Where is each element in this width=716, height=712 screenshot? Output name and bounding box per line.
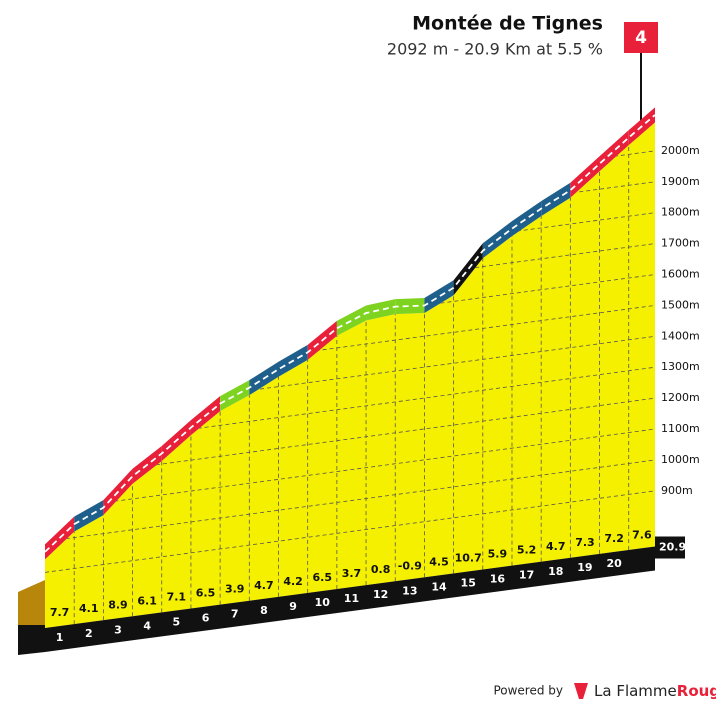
brand: La FlammeRouge bbox=[594, 682, 716, 700]
gradient-segment bbox=[366, 299, 396, 321]
gradient-label: 7.3 bbox=[575, 536, 595, 549]
grid-line bbox=[45, 428, 655, 511]
gradient-label: 0.8 bbox=[371, 563, 391, 576]
gradient-label: 3.7 bbox=[342, 567, 362, 580]
gradient-label: 6.5 bbox=[313, 571, 333, 584]
chart-title: Montée de Tignes bbox=[412, 13, 603, 35]
grid-line bbox=[45, 212, 655, 295]
route-line bbox=[44, 114, 656, 553]
gradient-label: 4.2 bbox=[283, 575, 303, 588]
category-label: 4 bbox=[635, 28, 647, 48]
km-label: 17 bbox=[519, 569, 534, 582]
gradient-label: -0.9 bbox=[398, 559, 422, 572]
km-label: 6 bbox=[202, 612, 210, 625]
powered-by: Powered by bbox=[493, 684, 563, 698]
km-label: 18 bbox=[548, 565, 563, 578]
gradient-label: 7.2 bbox=[604, 532, 624, 545]
category-flag bbox=[624, 22, 658, 53]
grid-line bbox=[45, 397, 655, 481]
gradient-label: 10.7 bbox=[455, 551, 482, 564]
gradient-segment bbox=[395, 298, 425, 315]
km-label: 12 bbox=[373, 588, 388, 601]
km-label: 10 bbox=[315, 596, 331, 609]
gradient-segment bbox=[511, 201, 542, 237]
brand-icon bbox=[574, 683, 588, 699]
gradient-segment bbox=[570, 156, 600, 198]
gradient-label: 5.9 bbox=[488, 548, 508, 561]
km-label: 3 bbox=[114, 623, 122, 636]
y-tick-label: 1500m bbox=[661, 298, 700, 311]
y-tick-label: 1400m bbox=[661, 329, 700, 342]
gradient-segment bbox=[424, 280, 454, 314]
grid-line bbox=[45, 335, 655, 419]
brand-part: La Flamme bbox=[594, 682, 677, 700]
brand-part: Rouge bbox=[677, 682, 716, 700]
gradient-label: 4.7 bbox=[254, 579, 274, 592]
area bbox=[45, 122, 655, 628]
grid-line bbox=[45, 459, 655, 542]
gradient-segment bbox=[220, 380, 250, 412]
gradient-label: 6.1 bbox=[137, 594, 157, 607]
km-label: 14 bbox=[431, 580, 447, 593]
km-label: 8 bbox=[260, 604, 268, 617]
distance-label: 20.9 bbox=[659, 541, 686, 554]
km-label: 7 bbox=[231, 608, 239, 621]
km-label: 1 bbox=[56, 631, 64, 644]
km-label: 19 bbox=[577, 561, 592, 574]
km-label: 5 bbox=[173, 615, 181, 628]
gradient-label: 7.7 bbox=[50, 606, 70, 619]
km-label: 9 bbox=[289, 600, 297, 613]
grid-line bbox=[45, 274, 655, 357]
gradient-label: 6.5 bbox=[196, 587, 216, 600]
grid-line bbox=[45, 305, 655, 388]
y-tick-label: 1900m bbox=[661, 175, 700, 188]
km-label: 11 bbox=[344, 592, 359, 605]
km-label: 4 bbox=[143, 619, 151, 632]
grid-line bbox=[45, 490, 655, 573]
gradient-label: 7.1 bbox=[167, 590, 187, 603]
gradient-segment bbox=[453, 243, 483, 296]
gradient-label: 5.2 bbox=[517, 544, 537, 557]
gradient-segment bbox=[74, 500, 104, 532]
y-tick-label: 2000m bbox=[661, 144, 700, 157]
gradient-label: 4.5 bbox=[429, 555, 449, 568]
y-tick-label: 1600m bbox=[661, 268, 700, 281]
km-label: 16 bbox=[490, 573, 506, 586]
chart-subtitle: 2092 m - 20.9 Km at 5.5 % bbox=[387, 40, 603, 59]
gradient-label: 4.1 bbox=[79, 602, 99, 615]
side-face bbox=[18, 580, 45, 625]
y-tick-label: 1200m bbox=[661, 391, 700, 404]
y-tick-label: 1000m bbox=[661, 453, 700, 466]
y-tick-label: 1800m bbox=[661, 206, 700, 219]
gradient-segment bbox=[599, 130, 629, 172]
km-label: 15 bbox=[461, 576, 476, 589]
side-base bbox=[18, 625, 45, 655]
gradient-label: 8.9 bbox=[108, 598, 128, 611]
end-marker bbox=[655, 536, 685, 559]
gradient-label: 3.9 bbox=[225, 583, 245, 596]
gradient-segment bbox=[336, 305, 367, 336]
y-tick-label: 1300m bbox=[661, 360, 700, 373]
y-tick-label: 900m bbox=[661, 484, 693, 497]
gradient-label: 4.7 bbox=[546, 540, 566, 553]
base-strip bbox=[45, 546, 655, 652]
grid-line bbox=[45, 243, 655, 326]
km-label: 13 bbox=[402, 584, 417, 597]
grid-line bbox=[45, 366, 655, 450]
y-tick-label: 1700m bbox=[661, 237, 700, 250]
gradient-label: 7.6 bbox=[632, 528, 652, 541]
km-label: 20 bbox=[606, 557, 622, 570]
km-label: 2 bbox=[85, 627, 93, 640]
y-tick-label: 1100m bbox=[661, 422, 700, 435]
